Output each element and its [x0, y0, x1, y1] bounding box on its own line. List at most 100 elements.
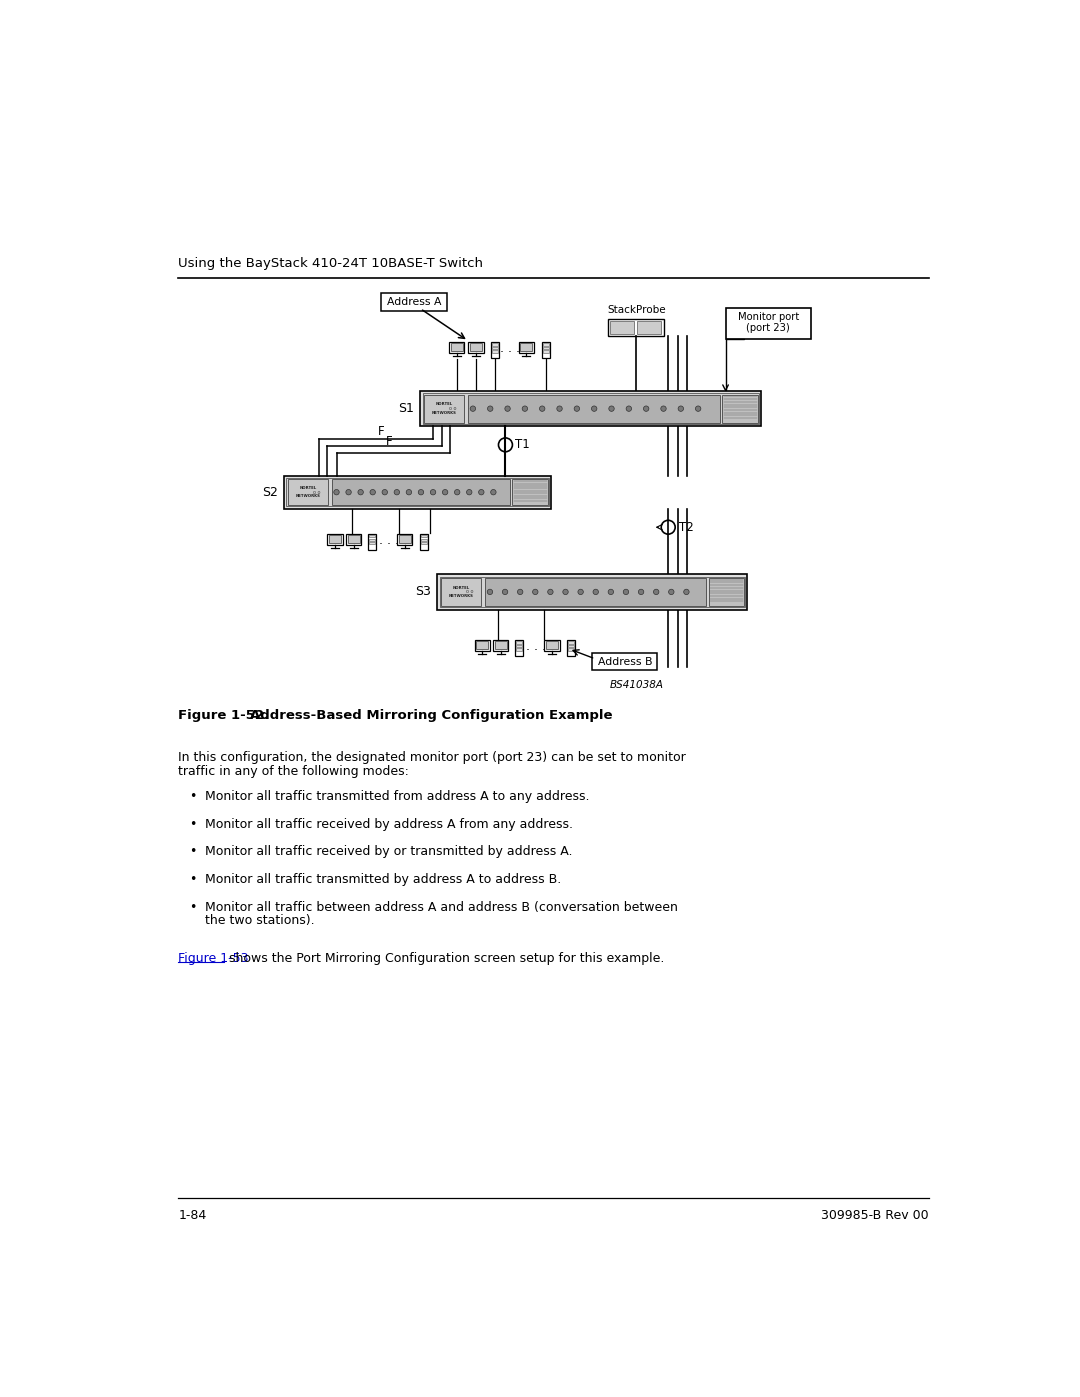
Circle shape [626, 407, 632, 411]
Circle shape [487, 590, 492, 595]
FancyBboxPatch shape [515, 640, 524, 657]
Text: •: • [189, 817, 197, 831]
FancyBboxPatch shape [470, 344, 482, 352]
Circle shape [548, 590, 553, 595]
Text: 1-84: 1-84 [178, 1210, 206, 1222]
FancyBboxPatch shape [287, 479, 328, 504]
FancyBboxPatch shape [723, 395, 758, 422]
Text: Monitor all traffic transmitted from address A to any address.: Monitor all traffic transmitted from add… [205, 789, 590, 803]
Text: · · ·: · · · [500, 346, 521, 359]
Circle shape [470, 407, 475, 411]
Text: StackProbe: StackProbe [607, 305, 665, 314]
FancyBboxPatch shape [543, 344, 549, 345]
FancyBboxPatch shape [494, 640, 509, 651]
FancyBboxPatch shape [567, 645, 573, 647]
Text: NETWORKS: NETWORKS [432, 411, 457, 415]
Circle shape [504, 407, 510, 411]
Text: T1: T1 [515, 439, 529, 451]
FancyBboxPatch shape [608, 319, 663, 337]
FancyBboxPatch shape [495, 641, 507, 650]
Circle shape [661, 407, 666, 411]
Text: S3: S3 [415, 585, 431, 598]
FancyBboxPatch shape [369, 542, 375, 545]
FancyBboxPatch shape [492, 346, 498, 349]
FancyBboxPatch shape [469, 395, 720, 422]
Circle shape [406, 489, 411, 495]
Text: Using the BayStack 410-24T 10BASE-T Switch: Using the BayStack 410-24T 10BASE-T Swit… [178, 257, 484, 270]
Circle shape [609, 407, 615, 411]
FancyBboxPatch shape [420, 391, 761, 426]
FancyBboxPatch shape [450, 344, 462, 352]
FancyBboxPatch shape [516, 648, 523, 651]
Text: Monitor port: Monitor port [738, 312, 799, 323]
Text: (port 23): (port 23) [746, 323, 791, 332]
FancyBboxPatch shape [543, 351, 549, 352]
FancyBboxPatch shape [421, 535, 427, 538]
Text: In this configuration, the designated monitor port (port 23) can be set to monit: In this configuration, the designated mo… [178, 752, 686, 764]
Circle shape [575, 407, 580, 411]
FancyBboxPatch shape [518, 342, 534, 353]
Circle shape [478, 489, 484, 495]
FancyBboxPatch shape [421, 539, 427, 541]
FancyBboxPatch shape [397, 534, 413, 545]
Circle shape [684, 590, 689, 595]
Circle shape [455, 489, 460, 495]
Circle shape [653, 590, 659, 595]
FancyBboxPatch shape [437, 574, 747, 609]
Circle shape [418, 489, 423, 495]
Text: •: • [189, 845, 197, 858]
FancyBboxPatch shape [420, 534, 428, 549]
Circle shape [678, 407, 684, 411]
Circle shape [532, 590, 538, 595]
FancyBboxPatch shape [542, 342, 550, 358]
FancyBboxPatch shape [348, 535, 360, 543]
FancyBboxPatch shape [424, 395, 464, 422]
FancyBboxPatch shape [492, 351, 498, 352]
Circle shape [443, 489, 448, 495]
Circle shape [370, 489, 376, 495]
FancyBboxPatch shape [469, 342, 484, 353]
Text: shows the Port Mirroring Configuration screen setup for this example.: shows the Port Mirroring Configuration s… [225, 953, 664, 965]
FancyBboxPatch shape [567, 648, 573, 651]
Circle shape [490, 489, 496, 495]
Circle shape [638, 590, 644, 595]
FancyBboxPatch shape [329, 535, 341, 543]
Circle shape [430, 489, 435, 495]
FancyBboxPatch shape [708, 578, 744, 606]
FancyBboxPatch shape [286, 478, 549, 507]
FancyBboxPatch shape [544, 640, 559, 651]
FancyBboxPatch shape [491, 342, 499, 358]
Circle shape [382, 489, 388, 495]
Text: o o: o o [312, 490, 320, 495]
Text: S2: S2 [261, 486, 278, 499]
Circle shape [522, 407, 528, 411]
Text: Figure 1-52.: Figure 1-52. [178, 708, 270, 722]
FancyBboxPatch shape [474, 640, 489, 651]
Text: F: F [386, 434, 392, 448]
FancyBboxPatch shape [368, 534, 376, 549]
Circle shape [394, 489, 400, 495]
FancyBboxPatch shape [476, 641, 488, 650]
Circle shape [578, 590, 583, 595]
FancyBboxPatch shape [567, 640, 575, 657]
Text: T2: T2 [679, 521, 693, 534]
Text: Figure 1-53: Figure 1-53 [178, 953, 248, 965]
Circle shape [608, 590, 613, 595]
Circle shape [644, 407, 649, 411]
Text: · · ·: · · · [526, 644, 546, 657]
FancyBboxPatch shape [441, 578, 482, 606]
Text: Address B: Address B [597, 657, 652, 666]
Text: traffic in any of the following modes:: traffic in any of the following modes: [178, 766, 409, 778]
FancyBboxPatch shape [610, 321, 634, 334]
Circle shape [563, 590, 568, 595]
Text: F: F [378, 425, 384, 437]
Circle shape [592, 407, 597, 411]
Text: •: • [189, 789, 197, 803]
FancyBboxPatch shape [284, 475, 551, 509]
Text: Address A: Address A [387, 298, 442, 307]
Circle shape [540, 407, 545, 411]
FancyBboxPatch shape [449, 342, 464, 353]
FancyBboxPatch shape [726, 307, 811, 338]
Text: Monitor all traffic received by address A from any address.: Monitor all traffic received by address … [205, 817, 572, 831]
Text: o o: o o [449, 407, 457, 411]
